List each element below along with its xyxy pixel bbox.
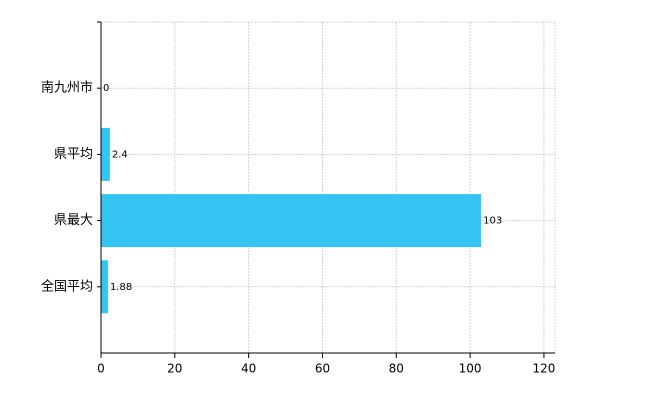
x-tick-label: 40 (241, 362, 256, 376)
x-tick-label: 80 (389, 362, 404, 376)
bar (101, 260, 108, 314)
value-label: 1.88 (110, 282, 132, 293)
y-tick-label: 県平均 (54, 147, 93, 162)
x-tick-label: 20 (167, 362, 182, 376)
bar (101, 127, 110, 181)
x-tick-label: 100 (459, 362, 482, 376)
y-tick-label: 全国平均 (41, 278, 93, 294)
y-tick-label: 県最大 (54, 213, 93, 228)
value-label: 0 (103, 83, 109, 94)
value-label: 103 (483, 216, 502, 227)
x-tick-label: 120 (532, 362, 555, 376)
bar (101, 194, 482, 248)
x-tick-label: 0 (97, 362, 105, 376)
value-label: 2.4 (112, 149, 128, 160)
x-tick-label: 60 (315, 362, 330, 376)
y-tick-label: 南九州市 (41, 80, 93, 96)
